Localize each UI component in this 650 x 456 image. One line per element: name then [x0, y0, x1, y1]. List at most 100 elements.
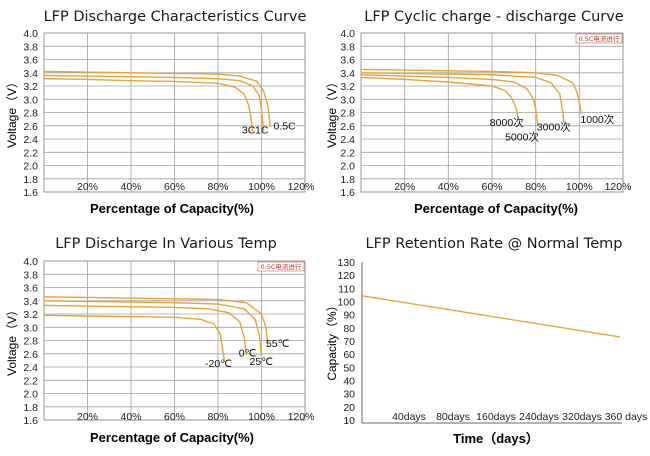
- y-tick-label: 2.4: [23, 362, 38, 374]
- curve-label: 1C: [255, 125, 269, 137]
- y-tick-label: 1.8: [23, 402, 38, 414]
- x-tick-label: 320days: [562, 411, 602, 423]
- grid-and-axes: [43, 32, 306, 193]
- y-axis-label: Voltage（V）: [5, 76, 19, 148]
- curve-label: 3C: [242, 125, 256, 137]
- y-tick-labels: 130 120 110 100 90 80 70 60 50 40 30 20 …: [337, 257, 355, 427]
- curve-label: 1000次: [580, 113, 614, 126]
- y-tick-label: 4.0: [23, 256, 38, 268]
- y-axis-label: Voltage（V）: [5, 304, 19, 376]
- y-tick-label: 3.4: [23, 296, 38, 308]
- chart-panel-1: LFP Discharge Characteristics Curve 4.0 …: [5, 9, 314, 216]
- x-tick-label: 40%: [120, 411, 141, 423]
- chart-title: LFP Discharge Characteristics Curve: [44, 9, 307, 25]
- y-tick-label: 20: [343, 402, 355, 414]
- y-tick-label: 2.4: [23, 134, 38, 146]
- y-tick-label: 10: [343, 415, 355, 427]
- note-text: 0.5C电流进行: [579, 34, 620, 43]
- y-tick-label: 2.6: [23, 349, 38, 361]
- y-tick-label: 3.8: [340, 41, 355, 53]
- y-tick-label: 4.0: [23, 28, 38, 40]
- x-tick-labels: 40days 80days 160days 240days 320days 36…: [392, 411, 647, 423]
- series-group: [43, 296, 269, 362]
- x-tick-label: 120%: [288, 181, 315, 193]
- x-tick-label: 100%: [248, 181, 275, 193]
- curve-labels: -20℃ 0℃25℃ 55℃: [205, 338, 290, 370]
- note-box: [257, 261, 305, 272]
- y-tick-label: 3.6: [340, 55, 355, 67]
- x-tick-label: 80days: [436, 411, 470, 423]
- y-tick-label: 60: [343, 349, 355, 361]
- x-axis-label: Percentage of Capacity(%): [90, 201, 254, 216]
- y-tick-label: 3.2: [340, 81, 355, 93]
- series-group: [43, 70, 271, 132]
- y-tick-label: 3.0: [340, 94, 355, 106]
- y-tick-label: 40: [343, 375, 355, 387]
- y-tick-label: 2.2: [23, 147, 38, 159]
- series-line-3: [43, 70, 271, 128]
- curve-label: 0℃: [239, 347, 257, 359]
- series-line-1: [43, 78, 254, 132]
- y-tick-label: 1.6: [340, 187, 355, 199]
- y-tick-label: 4.0: [340, 28, 355, 40]
- series-line-1: [43, 314, 226, 362]
- note-box: [575, 33, 623, 44]
- curve-label: 8000次: [490, 116, 524, 129]
- x-tick-labels: 20% 40% 60% 80% 100% 120%: [77, 411, 314, 423]
- y-tick-label: 1.6: [23, 187, 38, 199]
- y-tick-label: 1.8: [23, 174, 38, 186]
- y-tick-label: 3.8: [23, 269, 38, 281]
- y-tick-label: 2.0: [340, 161, 355, 173]
- y-tick-label: 3.8: [23, 41, 38, 53]
- y-tick-label: 3.4: [23, 68, 38, 80]
- y-tick-label: 80: [343, 323, 355, 335]
- chart-title: LFP Cyclic charge - discharge Curve: [364, 9, 624, 25]
- x-axis-label: Time（days）: [453, 431, 539, 446]
- y-tick-label: 90: [343, 310, 355, 322]
- x-tick-labels: 20% 40% 60% 80% 100% 120%: [394, 181, 631, 193]
- x-tick-label: 20%: [394, 181, 415, 193]
- x-tick-label: 80%: [207, 181, 228, 193]
- curve-label: 25℃: [250, 356, 274, 368]
- x-tick-label: 240days: [519, 411, 559, 423]
- x-tick-label: 100%: [566, 181, 593, 193]
- x-tick-label: 100%: [248, 411, 275, 423]
- y-tick-label: 2.2: [340, 147, 355, 159]
- y-tick-label: 120: [337, 270, 355, 282]
- chart-title: LFP Discharge In Various Temp: [55, 236, 277, 252]
- y-tick-label: 3.4: [340, 68, 355, 80]
- curve-label: 5000次: [505, 130, 539, 143]
- series-line-4: [43, 296, 269, 346]
- y-tick-label: 3.6: [23, 55, 38, 67]
- chart-panel-3: LFP Discharge In Various Temp 4.0 3.8 3.…: [5, 236, 314, 445]
- x-tick-labels: 20% 40% 60% 80% 100% 120%: [77, 181, 314, 193]
- x-tick-label: 120%: [288, 411, 315, 423]
- y-axis-label: Capacity（%）: [325, 299, 339, 380]
- series-line-2: [43, 304, 247, 356]
- series-line-1: [360, 76, 519, 118]
- series-line-4: [360, 68, 583, 114]
- x-axis-label: Percentage of Capacity(%): [414, 201, 578, 216]
- series-line-2: [43, 74, 265, 132]
- y-tick-label: 2.2: [23, 375, 38, 387]
- y-tick-label: 50: [343, 362, 355, 374]
- x-tick-label: 60%: [481, 181, 502, 193]
- x-tick-label: 40%: [438, 181, 459, 193]
- y-tick-label: 1.6: [23, 415, 38, 427]
- chart-panel-2: LFP Cyclic charge - discharge Curve 4.0 …: [325, 9, 631, 216]
- y-tick-label: 2.0: [23, 161, 38, 173]
- x-tick-label: 40%: [120, 181, 141, 193]
- series-line-2: [360, 74, 539, 126]
- x-tick-label: 80%: [525, 181, 546, 193]
- y-tick-label: 70: [343, 336, 355, 348]
- x-tick-label: 80%: [207, 411, 228, 423]
- curve-label: -20℃: [205, 358, 232, 370]
- series-line-1: [361, 295, 621, 338]
- x-tick-label: 60%: [164, 181, 185, 193]
- y-tick-label: 3.0: [23, 322, 38, 334]
- y-tick-label: 1.8: [340, 174, 355, 186]
- series-line-3: [43, 300, 263, 358]
- y-tick-label: 110: [338, 283, 355, 295]
